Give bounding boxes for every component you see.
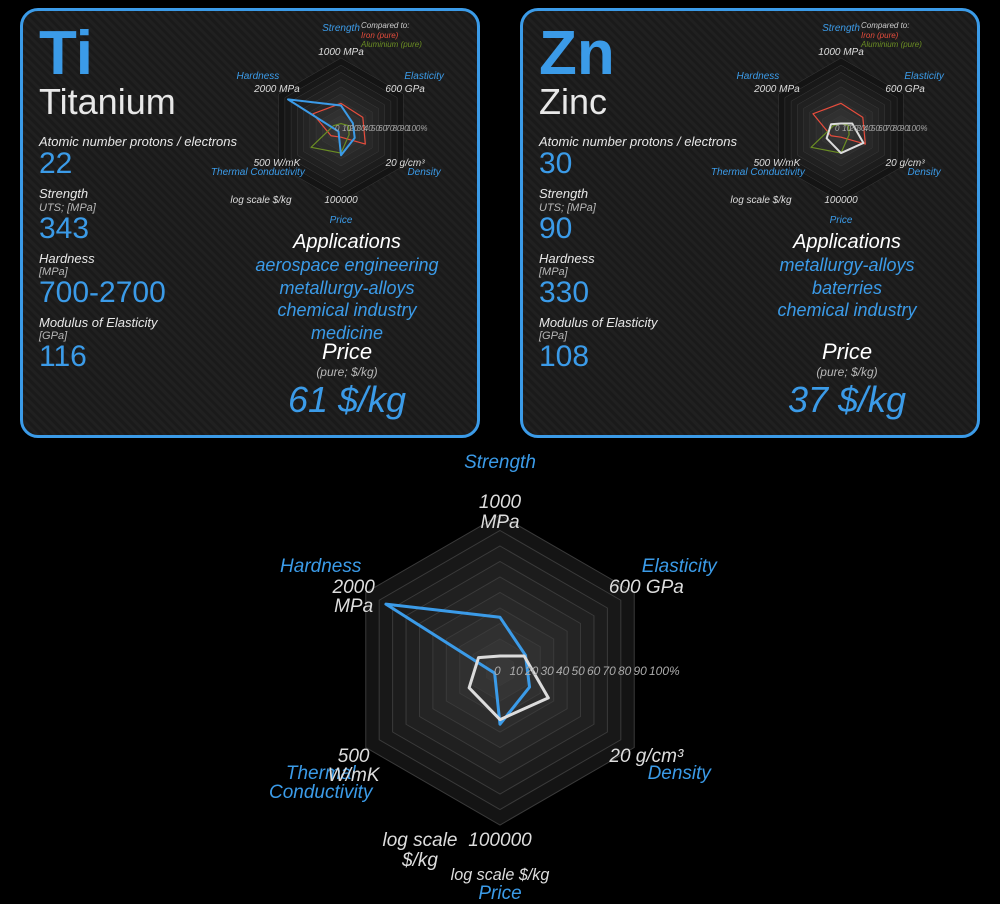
radar-axis-unit: 20 g/cm³ — [365, 159, 445, 170]
radar-axis-label: Elasticity — [624, 557, 734, 577]
price-title: Price — [737, 339, 957, 365]
radar-axis-label: Thermal Conductivity — [703, 168, 813, 179]
radar-scale-tick: 90 — [634, 664, 647, 678]
radar-axis-label: Density — [369, 168, 479, 179]
radar-axis-unit: 1000 MPa — [460, 493, 540, 533]
radar-scale-tick: 0 — [335, 124, 339, 133]
price-title: Price — [237, 339, 457, 365]
radar-axis-label: Hardness — [703, 72, 813, 83]
radar-axis-label: Thermal Conductivity — [203, 168, 313, 179]
radar-axis-label: Hardness — [203, 72, 313, 83]
mini-radar-titanium: Compared to: Iron (pure) Aluminium (pure… — [211, 17, 471, 227]
radar-axis-label: Price — [286, 216, 396, 227]
radar-axis-label: Hardness — [266, 557, 376, 577]
radar-axis-label: Strength — [786, 24, 896, 35]
radar-scale-tick: 80 — [618, 664, 631, 678]
applications-title: Applications — [237, 231, 457, 254]
applications: Applications aerospace engineering metal… — [237, 231, 457, 344]
price-value: 61 $/kg — [237, 379, 457, 421]
radar-axis-unit: 100000 — [801, 196, 881, 207]
radar-axis-unit: 600 GPa — [365, 85, 445, 96]
radar-scale-tick: 0 — [494, 664, 501, 678]
radar-axis-label: Density — [869, 168, 979, 179]
radar-scale-tick: 60 — [587, 664, 600, 678]
applications: Applications metallurgy-alloys baterries… — [737, 231, 957, 322]
radar-scale-tick: 40 — [556, 664, 569, 678]
radar-scale-tick: 30 — [541, 664, 554, 678]
radar-price-sublabel: log scale $/kg — [721, 196, 801, 207]
radar-axis-unit: 600 GPa — [865, 85, 945, 96]
radar-axis-label: log scale $/kgPrice — [445, 867, 555, 904]
application-item: chemical industry — [237, 299, 457, 322]
radar-axis-label: Elasticity — [369, 72, 479, 83]
radar-scale-tick: 0 — [835, 124, 839, 133]
radar-axis-unit: 500 W/mK — [237, 159, 317, 170]
radar-axis-label: Strength — [286, 24, 396, 35]
radar-axis-unit: 2000 MPa — [737, 85, 817, 96]
radar-price-sublabel: log scale $/kg — [221, 196, 301, 207]
radar-axis-unit: 2000 MPa — [314, 578, 394, 618]
radar-axis-unit: 20 g/cm³ — [606, 747, 686, 767]
radar-axis-unit: 20 g/cm³ — [865, 159, 945, 170]
price-value: 37 $/kg — [737, 379, 957, 421]
radar-axis-unit: 100000 — [301, 196, 381, 207]
radar-price-sublabel: log scale $/kg — [380, 831, 460, 871]
radar-scale-tick: 100% — [407, 124, 427, 133]
mini-radar-zinc: Compared to: Iron (pure) Aluminium (pure… — [711, 17, 971, 227]
radar-axis-unit: 2000 MPa — [237, 85, 317, 96]
radar-axis-unit: 1000 MPa — [301, 48, 381, 59]
radar-scale-tick: 70 — [603, 664, 616, 678]
price-sub: (pure; $/kg) — [237, 365, 457, 379]
radar-scale-tick: 100% — [907, 124, 927, 133]
radar-axis-label: Elasticity — [869, 72, 979, 83]
application-item: chemical industry — [737, 299, 957, 322]
radar-axis-label: Strength — [445, 453, 555, 473]
radar-scale-tick: 100% — [649, 664, 680, 678]
radar-scale-tick: 20 — [525, 664, 538, 678]
application-item: metallurgy-alloys — [237, 277, 457, 300]
application-item: baterries — [737, 277, 957, 300]
radar-scale-tick: 10 — [510, 664, 523, 678]
radar-axis-unit: 1000 MPa — [801, 48, 881, 59]
applications-title: Applications — [737, 231, 957, 254]
radar-axis-unit: 500 W/mK — [314, 747, 394, 787]
radar-axis-unit: 100000 — [460, 831, 540, 851]
radar-axis-label: Price — [786, 216, 896, 227]
comparison-radar-chart: Strength1000 MPaElasticity600 GPaDensity… — [240, 455, 760, 885]
price-sub: (pure; $/kg) — [737, 365, 957, 379]
price: Price (pure; $/kg) 61 $/kg — [237, 339, 457, 421]
element-card-titanium: Ti Titanium Atomic number protons / elec… — [20, 8, 480, 438]
element-card-zinc: Zn Zinc Atomic number protons / electron… — [520, 8, 980, 438]
price: Price (pure; $/kg) 37 $/kg — [737, 339, 957, 421]
radar-axis-unit: 600 GPa — [606, 578, 686, 598]
radar-axis-unit: 500 W/mK — [737, 159, 817, 170]
application-item: metallurgy-alloys — [737, 254, 957, 277]
radar-scale-tick: 50 — [572, 664, 585, 678]
application-item: aerospace engineering — [237, 254, 457, 277]
